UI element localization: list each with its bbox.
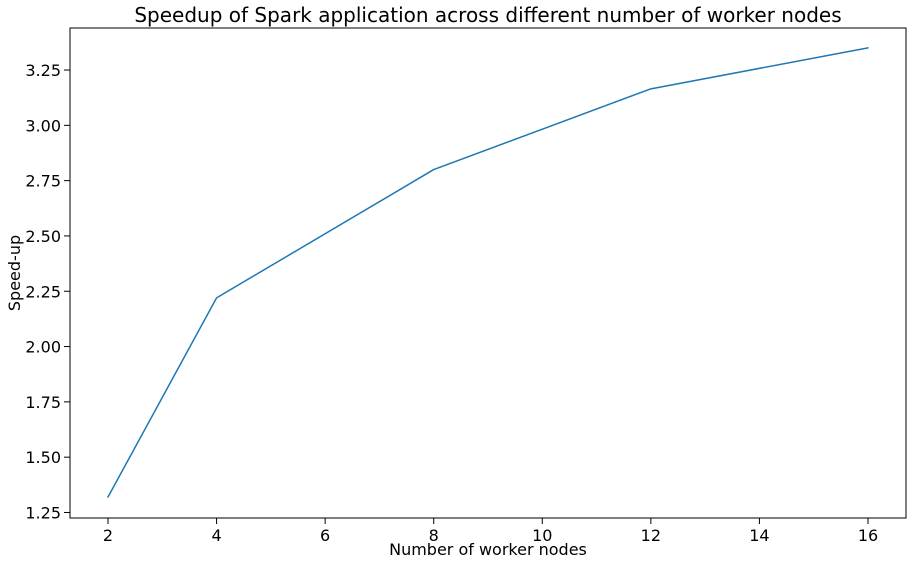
- y-tick-label: 2.75: [25, 172, 61, 191]
- plot-area: [69, 27, 907, 519]
- x-tick-label: 10: [532, 526, 552, 545]
- y-axis-label: Speed-up: [5, 235, 24, 311]
- x-tick-label: 16: [858, 526, 878, 545]
- y-tick-label: 2.25: [25, 282, 61, 301]
- x-axis-label: Number of worker nodes: [389, 540, 587, 559]
- y-tick-label: 3.00: [25, 116, 61, 135]
- y-tick-label: 1.75: [25, 393, 61, 412]
- plot-frame: [69, 27, 907, 519]
- chart-title: Speedup of Spark application across diff…: [134, 3, 841, 27]
- x-tick-label: 4: [211, 526, 221, 545]
- x-tick-label: 2: [103, 526, 113, 545]
- y-tick-label: 1.25: [25, 503, 61, 522]
- y-tick-label: 2.00: [25, 338, 61, 357]
- x-axis: 2 4 6 8 10 12 14 16: [103, 518, 878, 545]
- y-tick-label: 1.50: [25, 448, 61, 467]
- y-tick-label: 2.50: [25, 227, 61, 246]
- series-line: [107, 47, 869, 498]
- x-tick-label: 12: [641, 526, 661, 545]
- y-axis: 1.25 1.50 1.75 2.00 2.25 2.50 2.75 3.00 3.25: [25, 61, 70, 522]
- x-tick-label: 6: [320, 526, 330, 545]
- series-layer: [107, 47, 869, 498]
- x-tick-label: 14: [749, 526, 769, 545]
- y-tick-label: 3.25: [25, 61, 61, 80]
- x-tick-label: 8: [429, 526, 439, 545]
